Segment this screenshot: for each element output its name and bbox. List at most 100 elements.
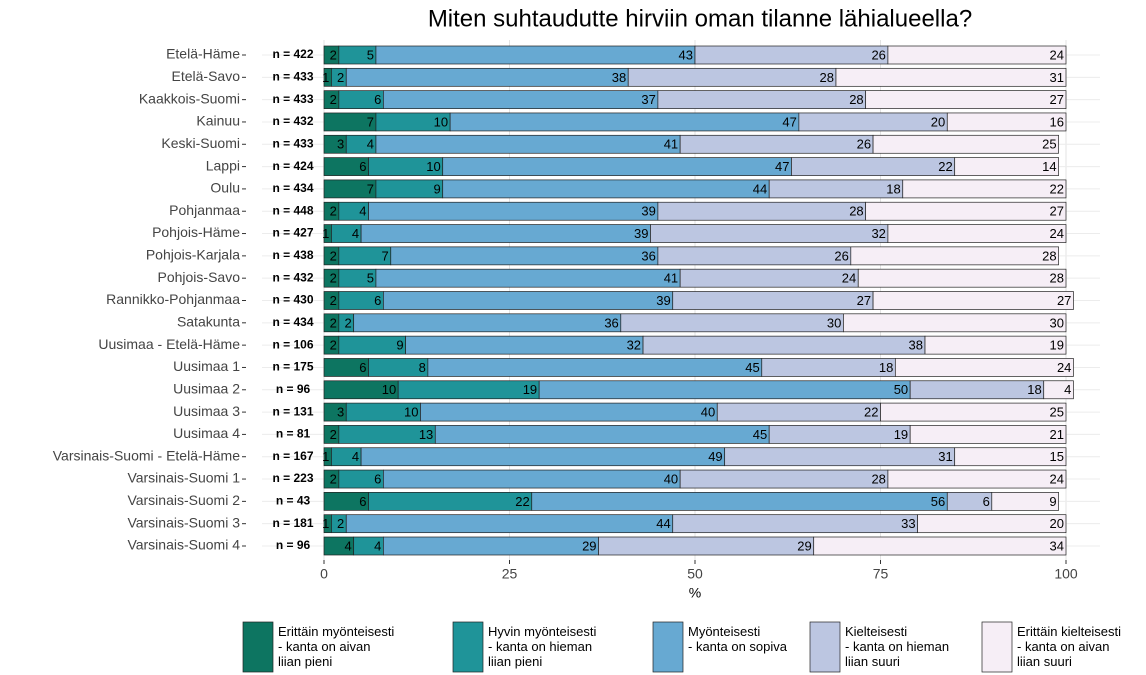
- bar-segment: [872, 291, 1074, 310]
- x-tick-label: 100: [1054, 566, 1078, 582]
- data-label: 24: [1050, 47, 1064, 62]
- n-label: n = 434: [272, 315, 313, 329]
- data-label: 13: [419, 427, 433, 442]
- y-tick-label: Pohjanmaa: [169, 202, 240, 218]
- bar-segment: [679, 134, 874, 154]
- data-label: 36: [604, 315, 618, 330]
- bar-segment: [538, 380, 911, 400]
- bar-segment: [894, 358, 1074, 377]
- data-label: 5: [367, 47, 374, 62]
- n-label: n = 433: [272, 136, 313, 150]
- data-label: 27: [857, 293, 871, 308]
- data-label: 21: [1050, 427, 1064, 442]
- data-label: 18: [1027, 382, 1041, 397]
- bar-segment: [657, 90, 867, 109]
- bar-segment: [383, 469, 681, 489]
- legend-swatch: [981, 621, 1013, 673]
- data-label: 18: [879, 360, 893, 375]
- bar-segment: [360, 447, 726, 467]
- data-label: 10: [426, 159, 440, 174]
- data-label: 19: [523, 382, 537, 397]
- data-label: 28: [1050, 271, 1064, 286]
- bar-segment: [368, 201, 659, 221]
- data-label: 5: [367, 271, 374, 286]
- data-label: 4: [344, 538, 351, 553]
- data-label: 9: [1049, 494, 1056, 509]
- data-label: 3: [337, 137, 344, 152]
- bar-segment: [865, 201, 1067, 221]
- data-label: 4: [352, 449, 359, 464]
- bar-segment: [954, 447, 1067, 467]
- data-label: 30: [1050, 315, 1064, 330]
- data-label: 22: [1050, 181, 1064, 196]
- data-label: 24: [842, 271, 856, 286]
- data-label: 44: [656, 516, 670, 531]
- bar-segment: [442, 179, 770, 199]
- data-label: 45: [745, 360, 759, 375]
- y-tick-label: Pohjois-Karjala: [146, 247, 240, 263]
- bar-segment: [420, 402, 718, 422]
- x-tick-label: 50: [687, 566, 703, 582]
- data-label: 1: [322, 70, 329, 85]
- data-label: 2: [330, 315, 337, 330]
- n-label: n = 432: [272, 270, 313, 284]
- legend-label: Erittäin myönteisesti - kanta on aivan l…: [278, 624, 395, 669]
- data-label: 2: [330, 92, 337, 107]
- y-tick-label: Pohjois-Häme: [152, 224, 240, 240]
- data-label: 30: [827, 315, 841, 330]
- data-label: 6: [359, 159, 366, 174]
- bar-segment: [791, 157, 956, 176]
- data-label: 3: [337, 405, 344, 420]
- bar-segment: [865, 90, 1067, 109]
- data-label: 4: [352, 226, 359, 241]
- y-tick-label: Pohjois-Savo: [158, 269, 241, 285]
- data-label: 6: [359, 494, 366, 509]
- legend-swatch: [452, 621, 484, 673]
- n-label: n = 96: [276, 538, 311, 552]
- bar-segment: [924, 335, 1067, 355]
- n-label: n = 434: [272, 181, 313, 195]
- n-label: n = 432: [272, 114, 313, 128]
- bar-segment: [902, 179, 1067, 199]
- n-label: n = 433: [272, 92, 313, 106]
- data-label: 7: [382, 248, 389, 263]
- data-label: 47: [775, 159, 789, 174]
- y-tick-label: Kainuu: [196, 113, 240, 129]
- data-label: 19: [1050, 338, 1064, 353]
- data-label: 26: [834, 248, 848, 263]
- bar-segment: [813, 536, 1067, 556]
- data-label: 29: [797, 538, 811, 553]
- data-label: 2: [330, 293, 337, 308]
- data-label: 32: [871, 226, 885, 241]
- n-label: n = 96: [276, 382, 311, 396]
- y-tick-label: Uusimaa 2: [173, 380, 240, 396]
- x-tick-label: 0: [320, 566, 328, 582]
- bar-segment: [345, 514, 674, 534]
- y-tick-label: Varsinais-Suomi 2: [127, 492, 240, 508]
- bar-segment: [375, 134, 681, 154]
- n-label: n = 430: [272, 293, 313, 307]
- data-label: 28: [849, 92, 863, 107]
- bar-segment: [716, 402, 881, 422]
- bar-segment: [954, 157, 1059, 176]
- data-label: 45: [753, 427, 767, 442]
- bar-segment: [642, 335, 926, 355]
- y-tick-label: Etelä-Savo: [172, 68, 241, 84]
- bar-segment: [383, 536, 599, 556]
- data-label: 38: [909, 338, 923, 353]
- y-tick-label: Uusimaa 1: [173, 358, 240, 374]
- data-label: 1: [322, 226, 329, 241]
- bar-segment: [887, 469, 1067, 489]
- data-label: 22: [864, 405, 878, 420]
- data-label: 2: [330, 248, 337, 263]
- data-label: 4: [1064, 382, 1071, 397]
- bar-segment: [850, 246, 1059, 266]
- bar-segment: [434, 425, 770, 444]
- data-label: 16: [1050, 114, 1064, 129]
- data-label: 41: [664, 137, 678, 152]
- data-label: 20: [931, 114, 945, 129]
- data-label: 25: [1042, 137, 1056, 152]
- data-label: 38: [612, 70, 626, 85]
- y-tick-label: Varsinais-Suomi 4: [127, 537, 240, 553]
